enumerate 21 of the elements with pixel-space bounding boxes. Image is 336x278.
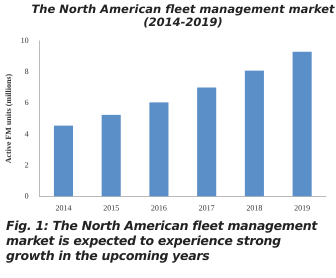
x-tick-label: 2014 bbox=[55, 203, 72, 212]
bar bbox=[197, 87, 216, 196]
bar bbox=[149, 102, 168, 196]
x-tick-label: 2017 bbox=[198, 203, 215, 212]
bar bbox=[54, 126, 74, 196]
y-tick-label: 8 bbox=[24, 67, 29, 76]
x-tick-label: 2016 bbox=[150, 203, 167, 212]
caption: Fig. 1: The North American fleet management market is expected to experience strong growth in the upcoming years bbox=[5, 217, 319, 263]
y-tick-label: 0 bbox=[24, 191, 29, 200]
y-tick-label: 4 bbox=[24, 129, 29, 138]
y-axis-title: Active FM units (millions) bbox=[4, 73, 13, 164]
x-tick-label: 2015 bbox=[103, 203, 120, 212]
bar bbox=[292, 52, 312, 196]
x-tick-label: 2018 bbox=[246, 203, 262, 212]
bar bbox=[102, 114, 121, 196]
x-tick-label: 2019 bbox=[294, 203, 310, 212]
y-tick-label: 10 bbox=[20, 36, 29, 45]
y-tick-label: 2 bbox=[24, 160, 29, 170]
bar bbox=[244, 70, 264, 196]
y-tick-label: 6 bbox=[24, 98, 29, 108]
chart-title: The North American fleet management market (2014-2019) bbox=[30, 1, 336, 31]
